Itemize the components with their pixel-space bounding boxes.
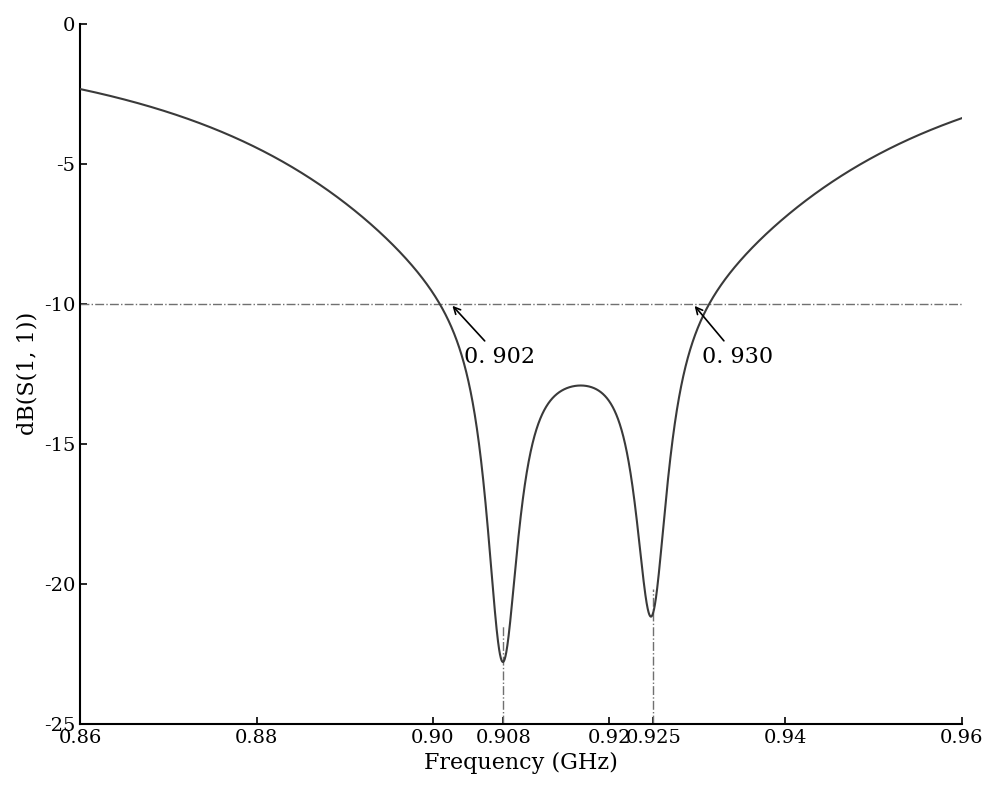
Y-axis label: dB(S(1, 1)): dB(S(1, 1)) xyxy=(17,312,39,435)
X-axis label: Frequency (GHz): Frequency (GHz) xyxy=(424,752,618,774)
Text: 0. 930: 0. 930 xyxy=(696,307,773,368)
Text: 0. 902: 0. 902 xyxy=(454,307,535,368)
